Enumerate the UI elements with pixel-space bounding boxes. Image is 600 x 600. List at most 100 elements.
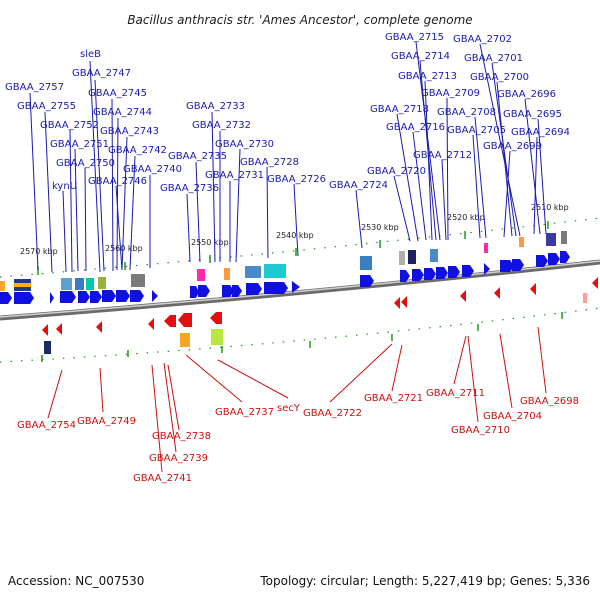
feature-block bbox=[264, 264, 286, 278]
gene-label: GBAA_2710 bbox=[451, 425, 510, 436]
gene-arrow bbox=[536, 255, 548, 267]
gene-arrow bbox=[210, 312, 222, 324]
gene-label: GBAA_2702 bbox=[453, 34, 512, 45]
gene-arrow bbox=[50, 292, 54, 304]
gene-label: GBAA_2709 bbox=[421, 88, 480, 99]
scale-label: 2550 kbp bbox=[191, 238, 229, 247]
bottom-labels: GBAA_2754 GBAA_2749 GBAA_2737 secY GBAA_… bbox=[17, 388, 579, 484]
gene-label: GBAA_2712 bbox=[413, 150, 472, 161]
gene-arrow bbox=[190, 286, 199, 298]
feature-block bbox=[75, 278, 84, 290]
gene-label: GBAA_2754 bbox=[17, 420, 76, 431]
feature-block bbox=[0, 281, 5, 291]
gene-label: GBAA_2738 bbox=[152, 431, 211, 442]
gene-label: GBAA_2699 bbox=[483, 141, 542, 152]
gene-label: GBAA_2698 bbox=[520, 396, 579, 407]
gene-label: GBAA_2749 bbox=[77, 416, 136, 427]
gene-label: GBAA_2726 bbox=[267, 174, 326, 185]
gene-label: GBAA_2731 bbox=[205, 170, 264, 181]
gene-label: GBAA_2732 bbox=[192, 120, 251, 131]
gene-arrow bbox=[246, 283, 262, 295]
gene-arrow bbox=[0, 292, 12, 304]
feature-block bbox=[484, 243, 488, 253]
gene-arrow bbox=[484, 263, 490, 275]
gene-arrow bbox=[494, 287, 500, 299]
gene-label: GBAA_2755 bbox=[17, 101, 76, 112]
gene-label: GBAA_2747 bbox=[72, 68, 131, 79]
forward-genes bbox=[0, 251, 570, 304]
genome-title: Bacillus anthracis str. 'Ames Ancestor',… bbox=[127, 13, 472, 27]
gene-arrow bbox=[448, 266, 460, 278]
feature-block bbox=[197, 269, 205, 281]
feature-block bbox=[224, 268, 230, 280]
gene-label: kynU bbox=[52, 181, 77, 192]
gene-label: sleB bbox=[80, 49, 101, 60]
feature-block bbox=[546, 233, 556, 246]
scale-label: 2560 kbp bbox=[105, 244, 143, 253]
feature-blocks bbox=[0, 231, 587, 354]
gene-arrow bbox=[164, 315, 176, 327]
gene-label: GBAA_2730 bbox=[215, 139, 274, 150]
chromosome-backbone bbox=[0, 259, 600, 321]
gene-label: GBAA_2722 bbox=[303, 408, 362, 419]
gene-arrow bbox=[401, 296, 407, 308]
lower-track-dotted bbox=[0, 307, 600, 363]
gene-arrow bbox=[14, 292, 34, 304]
top-labels: GBAA_2757 GBAA_2755 sleB GBAA_2747 GBAA_… bbox=[5, 32, 570, 194]
gene-arrow bbox=[78, 291, 90, 303]
gene-label: GBAA_2739 bbox=[149, 453, 208, 464]
gene-label: GBAA_2744 bbox=[93, 107, 152, 118]
gene-label: GBAA_2735 bbox=[168, 151, 227, 162]
feature-block bbox=[583, 293, 587, 303]
gene-arrow bbox=[60, 291, 76, 303]
gene-label: GBAA_2750 bbox=[56, 158, 115, 169]
gene-arrow bbox=[360, 275, 374, 287]
feature-block bbox=[86, 278, 94, 290]
gene-arrow bbox=[512, 259, 524, 271]
feature-block bbox=[44, 341, 51, 354]
gene-label: GBAA_2751 bbox=[50, 139, 109, 150]
scale-label: 2540 kbp bbox=[276, 231, 314, 240]
gene-label: GBAA_2721 bbox=[364, 393, 423, 404]
top-leader-lines bbox=[29, 41, 547, 273]
gene-label: GBAA_2713 bbox=[398, 71, 457, 82]
feature-block bbox=[211, 329, 223, 345]
gene-arrow bbox=[42, 324, 48, 336]
gene-label: GBAA_2741 bbox=[133, 473, 192, 484]
accession-text: Accession: NC_007530 bbox=[8, 574, 145, 588]
gene-arrow bbox=[462, 265, 474, 277]
gene-label: GBAA_2704 bbox=[483, 411, 542, 422]
gene-label: GBAA_2694 bbox=[511, 127, 570, 138]
gene-label: GBAA_2708 bbox=[437, 107, 496, 118]
feature-block bbox=[14, 283, 31, 287]
bottom-leader-lines bbox=[47, 326, 547, 473]
gene-arrow bbox=[198, 285, 210, 297]
gene-label: secY bbox=[277, 403, 301, 414]
gene-arrow bbox=[412, 269, 424, 281]
gene-arrow bbox=[460, 290, 466, 302]
gene-arrow bbox=[436, 267, 448, 279]
gene-label: GBAA_2700 bbox=[470, 72, 529, 83]
gene-arrow bbox=[400, 270, 410, 282]
gene-label: GBAA_2705 bbox=[447, 125, 506, 136]
gene-label: GBAA_2714 bbox=[391, 51, 450, 62]
gene-label: GBAA_2757 bbox=[5, 82, 64, 93]
gene-arrow bbox=[90, 291, 102, 303]
gene-label: GBAA_2720 bbox=[367, 166, 426, 177]
gene-arrow bbox=[222, 285, 234, 297]
feature-block bbox=[408, 250, 416, 264]
gene-label: GBAA_2737 bbox=[215, 407, 274, 418]
gene-label: GBAA_2711 bbox=[426, 388, 485, 399]
reverse-genes bbox=[42, 277, 598, 336]
gene-arrow bbox=[500, 260, 514, 272]
gene-arrow bbox=[292, 281, 300, 293]
gene-arrow bbox=[424, 268, 436, 280]
feature-block bbox=[519, 237, 524, 247]
gene-label: GBAA_2701 bbox=[464, 53, 523, 64]
scale-label: 2530 kbp bbox=[361, 223, 399, 232]
scale-labels: 2570 kbp 2560 kbp 2550 kbp 2540 kbp 2530… bbox=[20, 203, 569, 256]
gene-arrow bbox=[264, 282, 288, 294]
feature-block bbox=[561, 231, 567, 244]
gene-arrow bbox=[560, 251, 570, 263]
